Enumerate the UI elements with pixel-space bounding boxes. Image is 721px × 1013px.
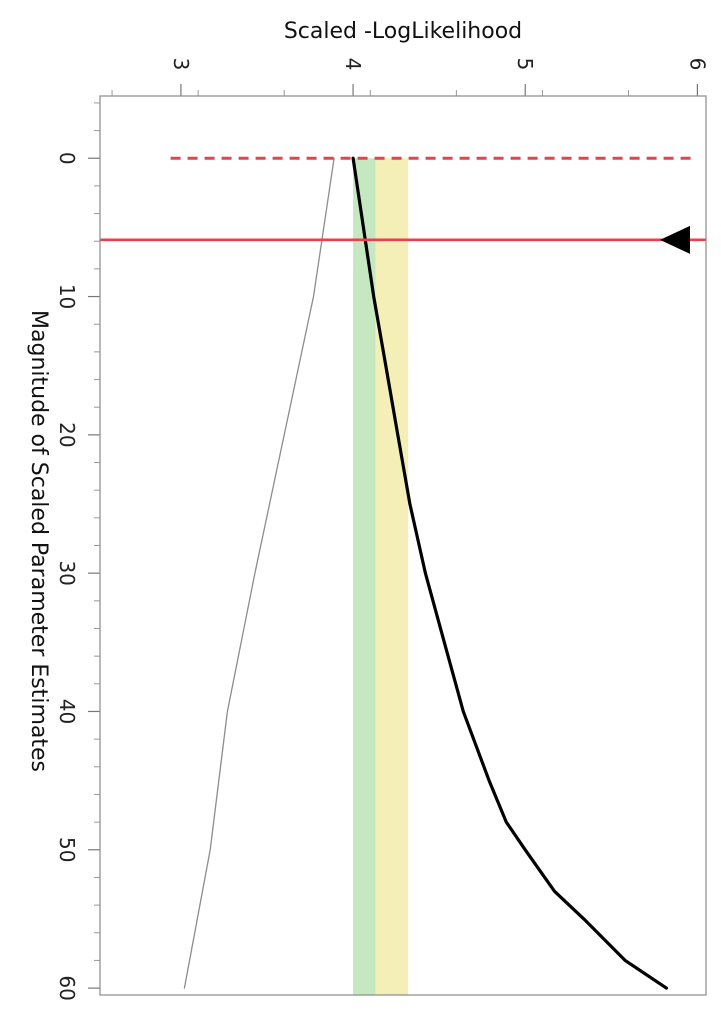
y-axis-title: Scaled -LogLikelihood	[284, 19, 522, 44]
training-curve	[183, 157, 335, 989]
y-tick-label: 4	[341, 58, 365, 71]
plot-border	[99, 95, 707, 996]
x-tick-label: 30	[55, 560, 79, 585]
x-tick-label: 60	[55, 975, 79, 1000]
x-axis-title: Magnitude of Scaled Parameter Estimates	[26, 310, 51, 772]
y-tick-label: 3	[169, 58, 193, 71]
validation-curve	[351, 156, 669, 990]
yellow-zone-band	[375, 158, 409, 995]
x-tick-label: 40	[55, 699, 79, 724]
y-tick-label: 5	[513, 58, 537, 71]
y-tick-label: 6	[685, 58, 709, 71]
x-tick-label: 50	[55, 837, 79, 862]
green-zone-band	[353, 158, 376, 995]
x-tick-label: 20	[55, 422, 79, 447]
x-tick-label: 0	[55, 152, 79, 165]
solution-handle-triangle[interactable]	[660, 225, 690, 254]
x-tick-label: 10	[55, 284, 79, 309]
